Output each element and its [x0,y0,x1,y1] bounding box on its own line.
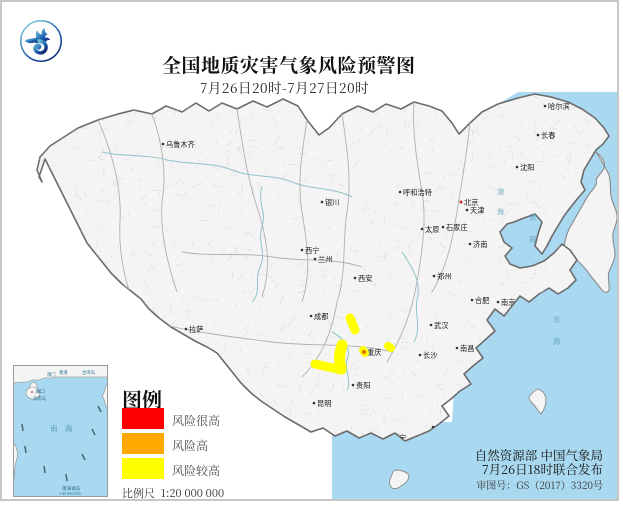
svg-text:海: 海 [497,207,504,217]
svg-text:黄: 黄 [529,212,537,223]
svg-text:渤: 渤 [497,187,504,197]
svg-text:天津: 天津 [470,206,484,216]
svg-text:兰州: 兰州 [318,255,332,265]
svg-text:昆明: 昆明 [317,399,331,409]
svg-text:乌鲁木齐: 乌鲁木齐 [166,140,195,150]
svg-text:呼和浩特: 呼和浩特 [403,188,432,198]
svg-text:沈阳: 沈阳 [520,163,534,173]
svg-text:海口: 海口 [35,388,45,395]
svg-text:香港: 香港 [59,369,68,376]
svg-text:1:40 000 000: 1:40 000 000 [59,492,81,496]
svg-text:贵阳: 贵阳 [356,381,370,391]
svg-text:西安: 西安 [358,274,372,284]
svg-text:合肥: 合肥 [475,296,489,306]
svg-text:海: 海 [553,336,561,347]
svg-text:南海诸岛: 南海诸岛 [62,485,81,492]
svg-text:南昌: 南昌 [460,344,474,354]
svg-text:太原: 太原 [425,225,439,235]
svg-text:海南岛: 海南岛 [33,395,46,402]
svg-text:澳门: 澳门 [47,371,56,378]
svg-text:石家庄: 石家庄 [446,223,468,233]
svg-text:哈尔滨: 哈尔滨 [548,102,570,112]
svg-text:台湾岛: 台湾岛 [82,369,95,376]
svg-text:重庆: 重庆 [367,348,381,358]
svg-text:武汉: 武汉 [434,321,448,331]
svg-text:海: 海 [529,234,537,245]
svg-text:长春: 长春 [541,131,555,141]
svg-text:拉萨: 拉萨 [189,325,203,335]
svg-text:东: 东 [553,314,561,325]
svg-text:银川: 银川 [325,198,339,208]
svg-text:郑州: 郑州 [437,272,451,282]
svg-text:长沙: 长沙 [423,351,437,361]
svg-text:济南: 济南 [473,240,487,250]
svg-text:成都: 成都 [314,312,328,322]
svg-text:南 海: 南 海 [50,423,73,434]
